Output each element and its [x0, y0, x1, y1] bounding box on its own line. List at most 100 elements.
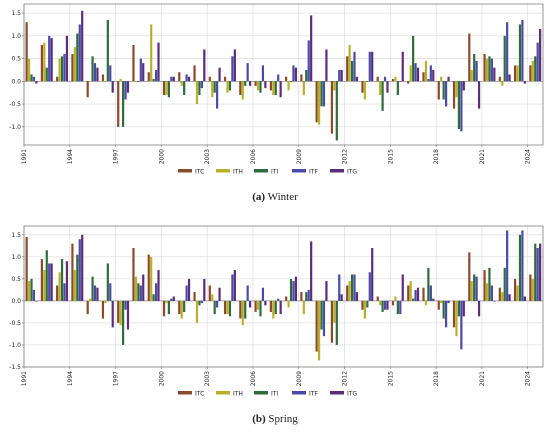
bar-itf-1995: [93, 285, 97, 301]
bar-ith-2017: [424, 60, 428, 82]
bar-iti-2001: [183, 300, 186, 312]
x-tick-label: 1997: [113, 149, 120, 164]
bar-itf-2008: [292, 281, 295, 301]
bar-ith-2015: [394, 296, 397, 301]
bar-iti-2002: [198, 300, 201, 306]
bar-iti-2008: [289, 81, 293, 82]
bar-itc-2011: [330, 81, 334, 134]
bar-itg-1998: [142, 274, 145, 301]
x-tick-label: 2012: [342, 149, 349, 164]
bar-iti-2001: [183, 81, 186, 95]
bar-itc-2009: [300, 292, 303, 301]
bar-iti-1994: [76, 33, 79, 82]
spring-chart: -1.5 -1.0 -0.5 0.0 0.5 1.0 1.5 1991 1994 1997 2000…: [9, 225, 544, 398]
bar-itc-2007: [269, 300, 272, 312]
bar-itg-2001: [187, 278, 191, 301]
bar-iti-2013: [366, 300, 369, 308]
bar-ith-2004: [226, 300, 229, 315]
bars: [25, 10, 542, 141]
bar-itc-2002: [193, 65, 196, 82]
bar-itc-1996: [101, 74, 105, 82]
bar-itf-2022: [506, 230, 509, 301]
bar-itg-1994: [81, 10, 84, 82]
bar-itg-2013: [371, 51, 374, 82]
bar-itf-2012: [353, 51, 356, 82]
bar-iti-1991: [30, 278, 33, 301]
winter-caption-text: Winter: [267, 191, 298, 203]
bar-itg-1991: [35, 300, 38, 302]
bar-itg-2021: [493, 300, 496, 302]
x-tick-label: 2018: [433, 149, 440, 164]
bar-itg-2010: [325, 49, 328, 82]
bar-itf-2020: [475, 276, 478, 301]
bar-itf-2001: [185, 74, 188, 82]
plot-frame: [23, 225, 544, 368]
bar-iti-2008: [289, 278, 293, 301]
bar-iti-2006: [259, 300, 262, 317]
bar-iti-1995: [91, 276, 94, 301]
bar-itc-2019: [452, 81, 456, 109]
bar-itf-2013: [368, 272, 371, 301]
bar-itg-2006: [264, 81, 267, 89]
bar-iti-2012: [350, 274, 354, 301]
bar-ith-1997: [119, 79, 122, 82]
bar-itc-1993: [56, 285, 59, 301]
plot-frame: [23, 3, 544, 146]
series-itf: [32, 19, 539, 132]
bar-itg-1992: [50, 38, 53, 82]
bar-itf-2016: [414, 289, 417, 301]
bar-ith-1997: [119, 300, 122, 326]
bar-itg-2024: [539, 29, 542, 82]
legend-swatch-ith: [216, 391, 230, 395]
bar-itg-1994: [81, 234, 84, 301]
bar-iti-2011: [335, 81, 338, 141]
bar-itc-1991: [25, 237, 28, 301]
y-tick-label: 0.0: [11, 78, 21, 85]
winter-caption-label: (a): [252, 191, 266, 203]
legend-swatch-iti: [254, 169, 268, 173]
bar-iti-2020: [473, 274, 476, 301]
bar-iti-2014: [381, 81, 384, 111]
bar-ith-2018: [440, 76, 443, 82]
bar-itg-2003: [218, 287, 221, 301]
bar-ith-2004: [226, 81, 229, 93]
bar-itc-2023: [514, 65, 517, 82]
bar-itc-2000: [162, 300, 166, 317]
x-tick-label: 2009: [296, 149, 303, 164]
bar-itf-2017: [429, 285, 432, 301]
bar-ith-2006: [256, 300, 260, 310]
bar-iti-2015: [396, 81, 399, 95]
bar-ith-2011: [333, 300, 336, 323]
bar-itg-2004: [233, 49, 236, 82]
bar-itg-2023: [523, 296, 526, 301]
bar-ith-2020: [470, 69, 473, 82]
spring-caption: (b) Spring: [0, 413, 550, 425]
legend-label-iti: ITI: [271, 391, 278, 398]
bar-itg-2017: [432, 69, 435, 82]
bar-itg-1993: [65, 35, 69, 82]
bar-itf-2019: [460, 300, 463, 350]
bar-itc-2008: [285, 296, 288, 301]
bar-itf-2010: [322, 81, 326, 107]
bar-itg-2019: [462, 300, 465, 317]
bar-itf-2005: [246, 285, 249, 301]
bar-itc-1998: [132, 44, 135, 82]
bar-itc-2021: [483, 54, 486, 82]
bar-itf-2005: [246, 63, 249, 82]
series-iti: [30, 234, 537, 345]
legend-swatch-iti: [254, 391, 268, 395]
bar-iti-2010: [320, 300, 323, 330]
bar-itc-2011: [330, 300, 334, 343]
bar-itf-2006: [261, 65, 265, 82]
bar-ith-2012: [348, 281, 351, 301]
bar-itc-1999: [147, 254, 150, 301]
bar-itf-2021: [490, 58, 493, 82]
bar-itf-2002: [200, 300, 203, 304]
legend: ITC ITH ITI ITF ITG: [178, 391, 357, 398]
bar-itc-2023: [514, 278, 517, 301]
bar-itc-2012: [346, 56, 349, 82]
bar-itf-2004: [231, 56, 234, 82]
bar-itf-2008: [292, 65, 295, 82]
bar-itg-2019: [462, 81, 465, 91]
